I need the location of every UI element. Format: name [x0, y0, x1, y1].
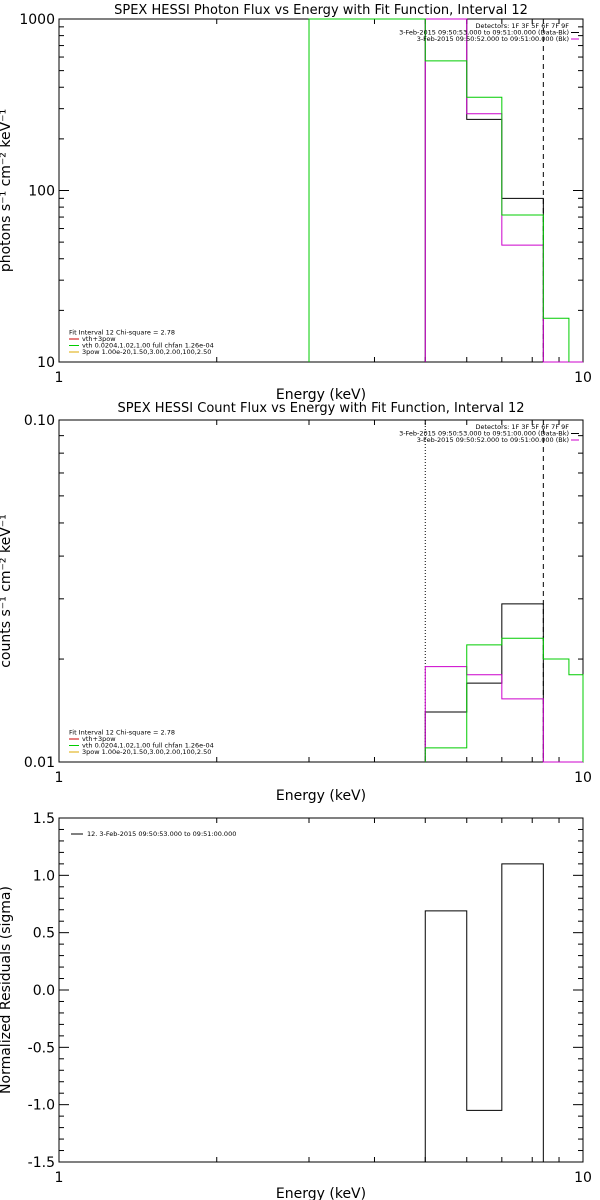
histogram-series-2	[308, 18, 570, 362]
y-tick-label: 0.5	[33, 926, 55, 942]
y-tick-label: -1.0	[28, 1098, 55, 1114]
histogram-series-1	[424, 666, 583, 763]
histogram-series-0	[424, 18, 583, 363]
plot-frame	[58, 18, 584, 363]
x-axis-label: Energy (keV)	[276, 387, 366, 403]
histogram-series-0	[424, 863, 544, 1162]
plot-frame	[58, 817, 584, 1163]
y-tick-label: 0.0	[33, 983, 55, 999]
plot-frame	[58, 419, 584, 763]
legend-text: Fit Interval 12 Chi-square = 2.78	[69, 729, 175, 737]
x-tick-label: 1	[55, 1170, 64, 1186]
legend-text: 3-Feb-2015 09:50:53.000 to 09:51:00.000 …	[399, 29, 569, 37]
legend-text: 3pow 1.00e-20,1.50,3.00,2.00,100,2.50	[82, 748, 211, 756]
histogram-series-0	[424, 603, 583, 763]
x-tick-label: 1	[55, 370, 64, 386]
legend-text: 3-Feb-2015 09:50:52.000 to 09:51:00.000 …	[417, 35, 569, 43]
x-tick-label: 1	[55, 770, 64, 786]
legend-text: vth 0.0204,1.02,1.00 full chfan 1.26e-04	[82, 742, 214, 750]
legend-text: 3-Feb-2015 09:50:52.000 to 09:51:00.000 …	[417, 436, 569, 444]
x-axis-label: Energy (keV)	[276, 788, 366, 804]
histogram-series-1	[424, 18, 583, 363]
histogram-series-2	[424, 637, 584, 762]
legend-text: vth+3pow	[82, 735, 116, 743]
y-axis-label: photons s⁻¹ cm⁻² keV⁻¹	[0, 109, 14, 272]
y-tick-label: 100	[28, 184, 55, 200]
y-tick-label: 1000	[19, 12, 55, 28]
y-tick-label: 0.10	[24, 413, 55, 429]
y-axis-label: counts s⁻¹ cm⁻² keV⁻¹	[0, 514, 14, 668]
legend-text: vth 0.0204,1.02,1.00 full chfan 1.26e-04	[82, 342, 214, 350]
y-axis-label: Normalized Residuals (sigma)	[0, 886, 14, 1094]
legend-text: Detectors: 1F 3F 5F 6F 7F 9F	[475, 423, 569, 431]
x-tick-label: 10	[574, 770, 592, 786]
legend-text: Fit Interval 12 Chi-square = 2.78	[69, 329, 175, 337]
legend-text: 3-Feb-2015 09:50:53.000 to 09:51:00.000 …	[399, 430, 569, 438]
x-axis-label: Energy (keV)	[276, 1186, 366, 1200]
y-tick-label: -0.5	[28, 1040, 55, 1056]
legend-text: 12. 3-Feb-2015 09:50:53.000 to 09:51:00.…	[87, 830, 236, 838]
y-tick-label: 1.0	[33, 868, 55, 884]
x-tick-label: 10	[574, 1170, 592, 1186]
chart-title: SPEX HESSI Photon Flux vs Energy with Fi…	[114, 3, 528, 18]
y-tick-label: 10	[37, 355, 55, 371]
y-tick-label: 1.5	[33, 811, 55, 827]
legend-text: Detectors: 1F 3F 5F 6F 7F 9F	[475, 22, 569, 30]
legend-text: 3pow 1.00e-20,1.50,3.00,2.00,100,2.50	[82, 348, 211, 356]
x-tick-label: 10	[574, 370, 592, 386]
legend-text: vth+3pow	[82, 335, 116, 343]
y-tick-label: -1.5	[28, 1155, 55, 1171]
y-tick-label: 0.01	[24, 755, 55, 771]
chart-title: SPEX HESSI Count Flux vs Energy with Fit…	[117, 401, 524, 416]
